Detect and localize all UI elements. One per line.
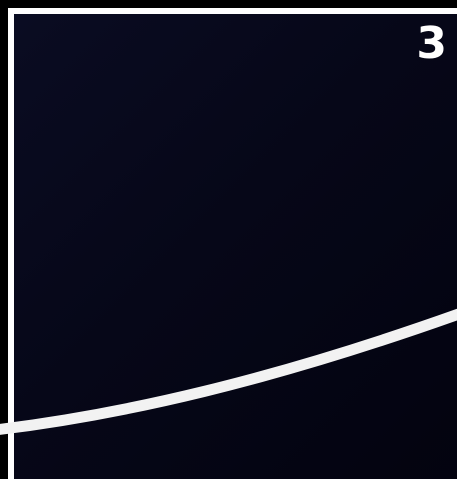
step-card: [8, 8, 457, 479]
step-number: 3: [416, 18, 447, 69]
